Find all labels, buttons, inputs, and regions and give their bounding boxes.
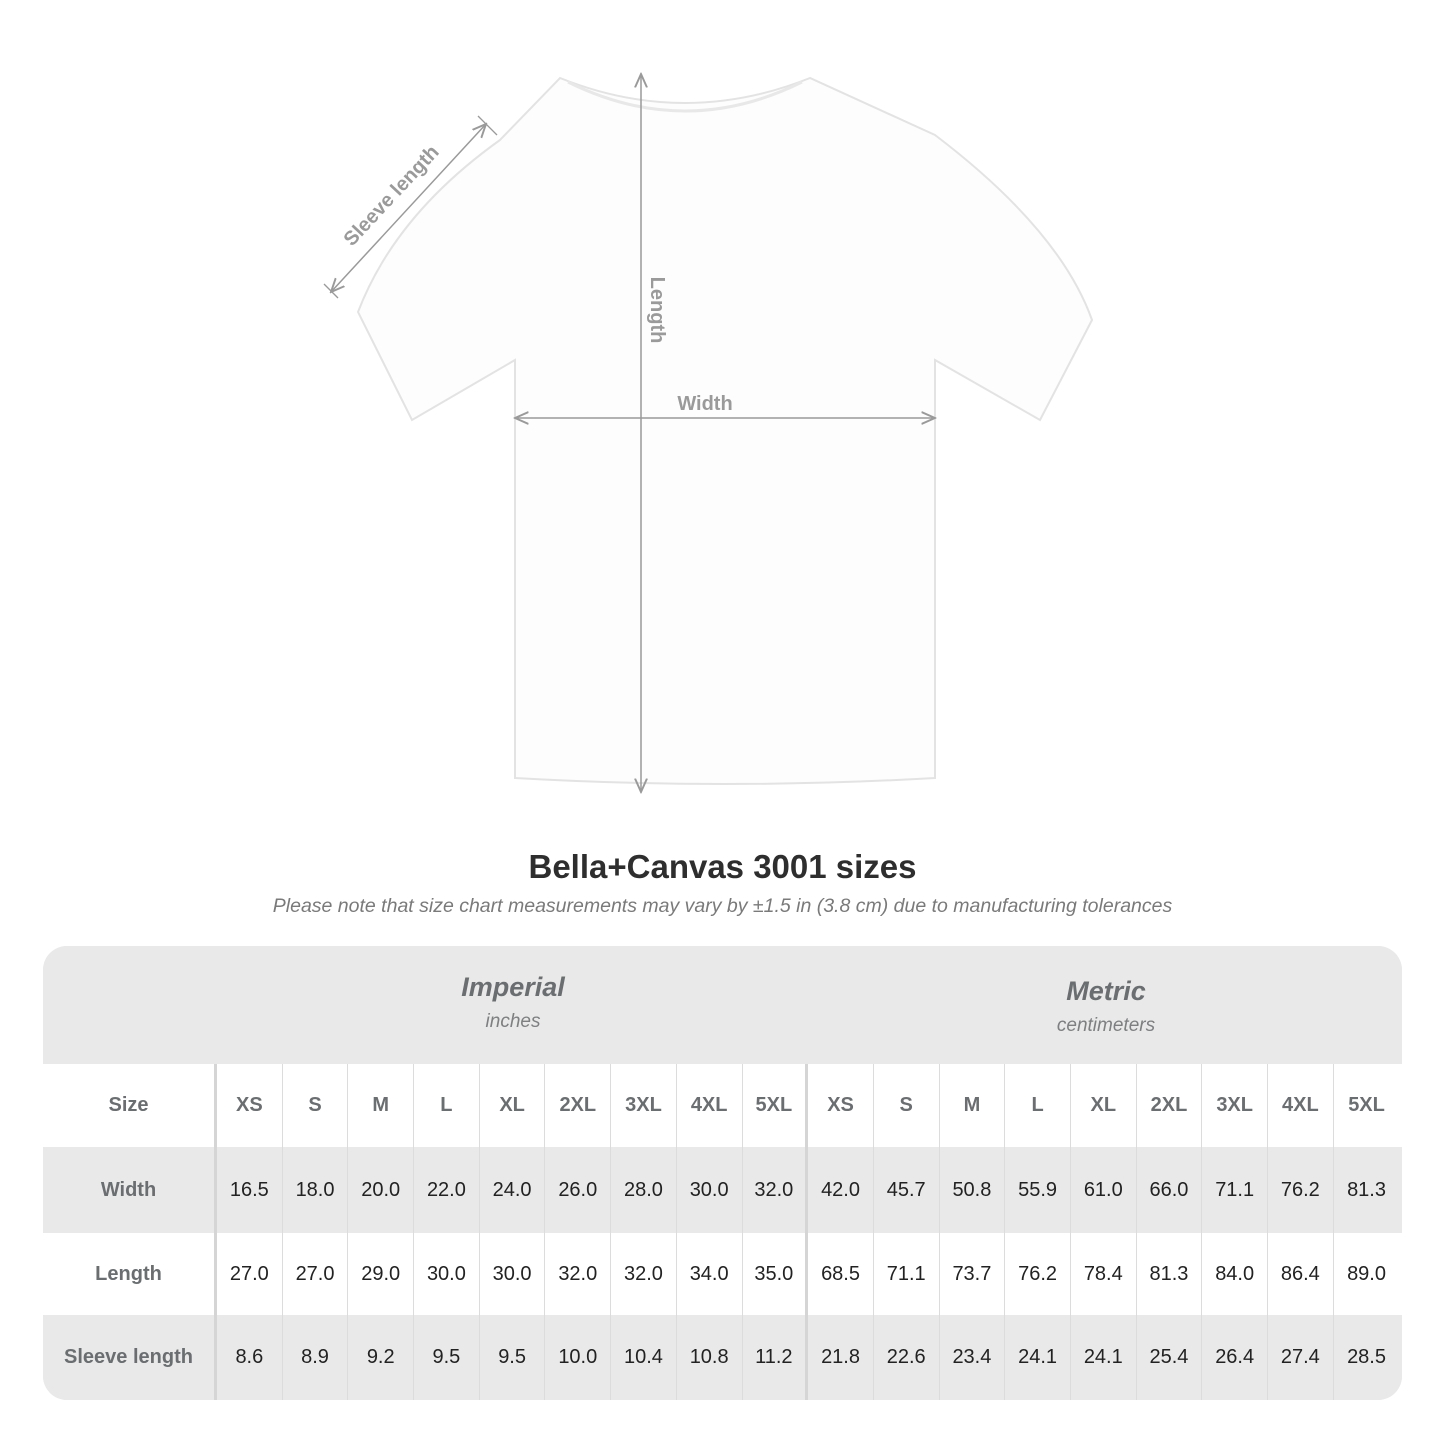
metric-value-cell: 66.0	[1137, 1147, 1203, 1233]
tshirt-shape	[356, 76, 1094, 785]
metric-value-cell: 24.1	[1005, 1315, 1071, 1400]
imperial-value-cell: 22.0	[414, 1147, 480, 1233]
tolerance-note: Please note that size chart measurements…	[272, 895, 1173, 917]
chart-title: Bella+Canvas 3001 sizes	[528, 848, 917, 885]
size-header-metric: XS	[808, 1064, 874, 1147]
imperial-value-cell: 9.2	[348, 1315, 415, 1400]
metric-value-cell: 55.9	[1005, 1147, 1071, 1233]
metric-value-cell: 26.4	[1202, 1315, 1268, 1400]
width-label: Width	[677, 393, 732, 415]
metric-value-cell: 27.4	[1268, 1315, 1334, 1400]
imperial-value-cell: 16.5	[217, 1147, 283, 1233]
metric-value-cell: 61.0	[1071, 1147, 1137, 1233]
size-header-metric: XL	[1071, 1064, 1137, 1147]
table-row: Sleeve length 8.6 8.9 9.2 9.5 9.5 10.0 10.4 10.8…	[43, 1315, 1402, 1400]
metric-value-cell: 86.4	[1268, 1233, 1334, 1315]
row-label: Width	[43, 1147, 217, 1233]
size-table: Imperial inches Metric centimeters Size X…	[43, 946, 1402, 1400]
metric-value-cell: 21.8	[808, 1315, 874, 1400]
imperial-value-cell: 10.8	[677, 1315, 743, 1400]
imperial-header: Imperial inches	[217, 972, 809, 1033]
size-header-metric: S	[874, 1064, 940, 1147]
imperial-value-cell: 32.0	[611, 1233, 677, 1315]
metric-unit: centimeters	[1056, 1015, 1156, 1036]
imperial-value-cell: 11.2	[743, 1315, 809, 1400]
metric-value-cell: 76.2	[1005, 1233, 1071, 1315]
imperial-value-cell: 8.6	[217, 1315, 283, 1400]
size-header-metric: 5XL	[1348, 1094, 1385, 1116]
size-header-imperial: L	[414, 1064, 480, 1147]
imperial-value-cell: 30.0	[677, 1147, 743, 1233]
tshirt-collar	[567, 80, 803, 113]
metric-value-cell: 25.4	[1137, 1315, 1203, 1400]
size-header-metric: 4XL	[1268, 1064, 1334, 1147]
imperial-value-cell: 27.0	[217, 1233, 283, 1315]
row-label: Length	[43, 1233, 217, 1315]
imperial-value-cell: 9.5	[414, 1315, 480, 1400]
metric-value-cell: 81.3	[1137, 1233, 1203, 1315]
imperial-value-cell: 32.0	[743, 1147, 809, 1233]
metric-header: Metric centimeters	[810, 976, 1402, 1037]
imperial-value-cell: 32.0	[545, 1233, 612, 1315]
imperial-value-cell: 18.0	[283, 1147, 349, 1233]
metric-value-cell: 76.2	[1268, 1147, 1334, 1233]
imperial-value-cell: 30.0	[480, 1233, 546, 1315]
size-header-imperial: M	[348, 1064, 415, 1147]
imperial-value-cell: 30.0	[414, 1233, 480, 1315]
imperial-title: Imperial	[461, 972, 565, 1002]
imperial-value-cell: 10.4	[611, 1315, 677, 1400]
metric-value-cell: 50.8	[940, 1147, 1006, 1233]
metric-value-cell: 78.4	[1071, 1233, 1137, 1315]
imperial-value-cell: 28.0	[611, 1147, 677, 1233]
metric-value-cell: 89.0	[1347, 1262, 1386, 1285]
size-header-imperial: 4XL	[677, 1064, 743, 1147]
sleeve-length-arrow	[331, 124, 486, 292]
imperial-value-cell: 27.0	[283, 1233, 349, 1315]
size-header-imperial: S	[283, 1064, 349, 1147]
metric-value-cell: 42.0	[808, 1147, 874, 1233]
metric-value-cell: 73.7	[940, 1233, 1006, 1315]
metric-value-cell: 71.1	[874, 1233, 940, 1315]
imperial-value-cell: 35.0	[743, 1233, 809, 1315]
metric-value-cell: 81.3	[1347, 1178, 1386, 1201]
row-label: Size	[43, 1064, 217, 1147]
imperial-value-cell: 20.0	[348, 1147, 415, 1233]
length-label: Length	[646, 277, 668, 344]
metric-value-cell: 22.6	[874, 1315, 940, 1400]
metric-value-cell: 28.5	[1347, 1346, 1386, 1368]
imperial-value-cell: 10.0	[545, 1315, 612, 1400]
metric-value-cell: 24.1	[1071, 1315, 1137, 1400]
imperial-value-cell: 24.0	[480, 1147, 546, 1233]
metric-value-cell: 23.4	[940, 1315, 1006, 1400]
size-header-imperial: XL	[480, 1064, 546, 1147]
size-header-metric: 3XL	[1202, 1064, 1268, 1147]
table-row: Length 27.0 27.0 29.0 30.0 30.0 32.0 32.0 34.0 35…	[43, 1233, 1402, 1315]
metric-value-cell: 45.7	[874, 1147, 940, 1233]
tshirt-diagram: Sleeve length Length Width	[323, 0, 1094, 820]
imperial-value-cell: 26.0	[545, 1147, 612, 1233]
imperial-value-cell: 34.0	[677, 1233, 743, 1315]
imperial-value-cell: 29.0	[348, 1233, 415, 1315]
size-header-imperial: XS	[217, 1064, 283, 1147]
metric-value-cell: 84.0	[1202, 1233, 1268, 1315]
size-header-imperial: 5XL	[743, 1064, 809, 1147]
metric-value-cell: 71.1	[1202, 1147, 1268, 1233]
row-label: Sleeve length	[43, 1315, 217, 1400]
imperial-unit: inches	[485, 1011, 541, 1032]
size-header-metric: 2XL	[1137, 1064, 1203, 1147]
metric-title: Metric	[1066, 976, 1146, 1006]
unit-header-band	[43, 946, 1402, 1064]
metric-value-cell: 68.5	[808, 1233, 874, 1315]
size-header-row: Size XS S M L XL 2XL 3XL 4XL 5XL XS S M L XL 2XL 3XL 4XL 5…	[43, 1064, 1402, 1147]
size-header-imperial: 3XL	[611, 1064, 677, 1147]
imperial-value-cell: 8.9	[283, 1315, 349, 1400]
imperial-value-cell: 9.5	[480, 1315, 546, 1400]
table-row: Width 16.5 18.0 20.0 22.0 24.0 26.0 28.0 30.0 32.…	[43, 1147, 1402, 1233]
size-header-imperial: 2XL	[545, 1064, 612, 1147]
size-header-metric: L	[1005, 1064, 1071, 1147]
size-header-metric: M	[940, 1064, 1006, 1147]
